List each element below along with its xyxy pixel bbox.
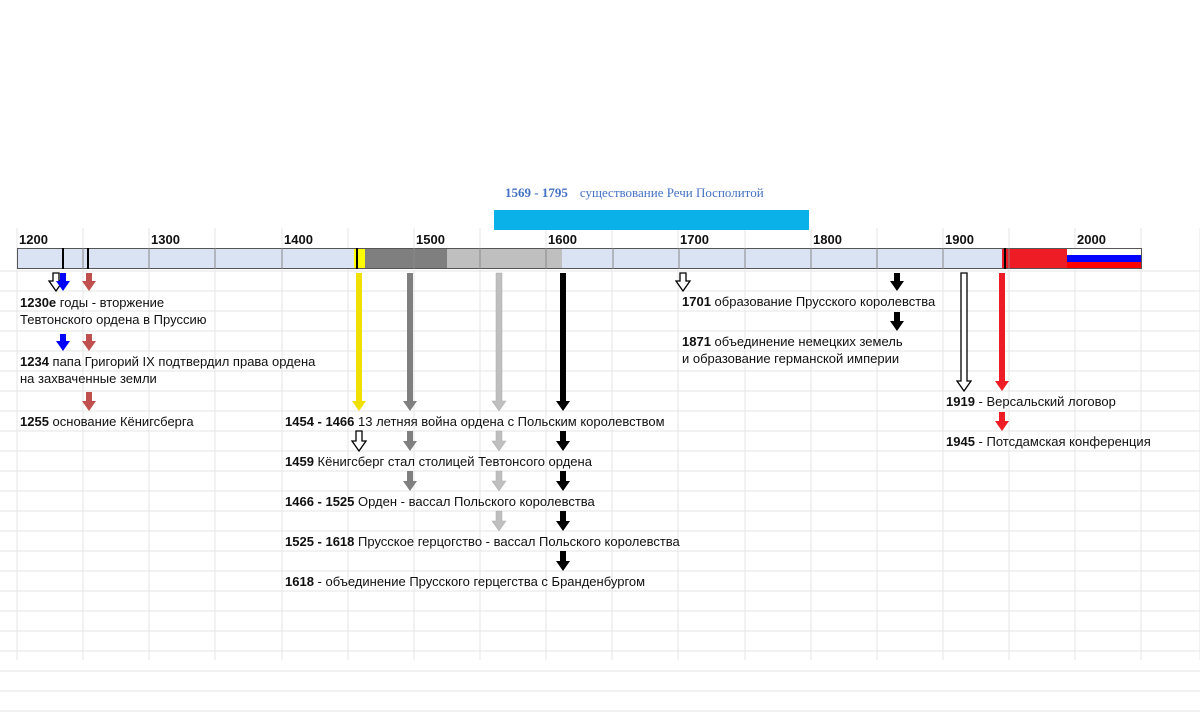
event-1454-year: 1454 - 1466: [285, 414, 355, 429]
timeline-base: [17, 248, 1142, 269]
year-label-1800: 1800: [813, 232, 842, 247]
event-1618-text: - объединение Прусского герцегства с Бра…: [313, 574, 646, 589]
event-1919: 1919 - Версальский логовор: [946, 393, 1116, 410]
year-label-1400: 1400: [284, 232, 313, 247]
timeline-markers: [62, 248, 1006, 269]
segment-yellow: [354, 249, 365, 268]
rzeczpospolita-bar: [494, 210, 809, 230]
event-1459-year: 1459: [285, 454, 314, 469]
event-1230-year: 1230е: [20, 295, 57, 310]
event-1454-text: 13 летняя война ордена с Польским короле…: [354, 414, 665, 429]
year-label-1500: 1500: [416, 232, 445, 247]
event-1466-text: Орден - вассал Польского королевства: [354, 494, 595, 509]
event-1618: 1618 - объединение Прусского герцегства …: [285, 573, 645, 590]
event-1230-text: годы - вторжение: [56, 295, 165, 310]
event-1701-text: образование Прусского королевства: [710, 294, 936, 309]
year-label-2000: 2000: [1077, 232, 1106, 247]
event-1466-year: 1466 - 1525: [285, 494, 355, 509]
event-1255-text: основание Кёнигсберга: [48, 414, 194, 429]
event-1234: 1234 папа Григорий IX подтвердил права о…: [20, 353, 315, 387]
rzeczpospolita-years: 1569 - 1795: [505, 185, 568, 200]
event-1871: 1871 объединение немецких земель и образ…: [682, 333, 903, 367]
event-1945-year: 1945: [946, 434, 975, 449]
event-1234-text2: на захваченные земли: [20, 371, 157, 386]
rzeczpospolita-label: 1569 - 1795 существование Речи Посполитой: [505, 185, 764, 201]
segment-red: [1002, 249, 1067, 268]
event-1234-text: папа Григорий IX подтвердил права ордена: [48, 354, 316, 369]
event-1945: 1945 - Потсдамская конференция: [946, 433, 1151, 450]
event-1255: 1255 основание Кёнигсберга: [20, 413, 194, 430]
segment-mid-gray: [447, 249, 562, 268]
event-1618-year: 1618: [285, 574, 314, 589]
event-1454: 1454 - 1466 13 летняя война ордена с Пол…: [285, 413, 665, 430]
flag-red: [1067, 262, 1141, 268]
event-1459-text: Кёнигсберг стал столицей Тевтонсого орде…: [313, 454, 592, 469]
event-1459: 1459 Кёнигсберг стал столицей Тевтонсого…: [285, 453, 592, 470]
event-1919-text: - Версальский логовор: [974, 394, 1116, 409]
event-1230-text2: Тевтонского ордена в Пруссию: [20, 312, 207, 327]
event-1230: 1230е годы - вторжение Тевтонского орден…: [20, 294, 206, 328]
timeline-dividers: [82, 248, 1010, 269]
rzeczpospolita-text: существование Речи Посполитой: [579, 185, 764, 200]
event-1871-text2: и образование германской империи: [682, 351, 900, 366]
year-label-1900: 1900: [945, 232, 974, 247]
event-1525: 1525 - 1618 Прусское герцогство - вассал…: [285, 533, 680, 550]
event-1525-text: Прусское герцогство - вассал Польского к…: [354, 534, 680, 549]
event-1255-year: 1255: [20, 414, 49, 429]
year-label-1700: 1700: [680, 232, 709, 247]
flag-white: [1067, 249, 1141, 255]
event-1945-text: - Потсдамская конференция: [974, 434, 1151, 449]
event-1871-year: 1871: [682, 334, 711, 349]
segment-dark-gray: [365, 249, 447, 268]
event-1701-year: 1701: [682, 294, 711, 309]
event-1701: 1701 образование Прусского королевства: [682, 293, 935, 310]
year-label-1600: 1600: [548, 232, 577, 247]
year-label-1300: 1300: [151, 232, 180, 247]
event-1466: 1466 - 1525 Орден - вассал Польского кор…: [285, 493, 595, 510]
event-1525-year: 1525 - 1618: [285, 534, 355, 549]
event-1234-year: 1234: [20, 354, 49, 369]
event-1871-text: объединение немецких земель: [710, 334, 903, 349]
timeline-bar: [17, 248, 1142, 269]
year-label-1200: 1200: [19, 232, 48, 247]
flag-blue: [1067, 255, 1141, 262]
event-1919-year: 1919: [946, 394, 975, 409]
